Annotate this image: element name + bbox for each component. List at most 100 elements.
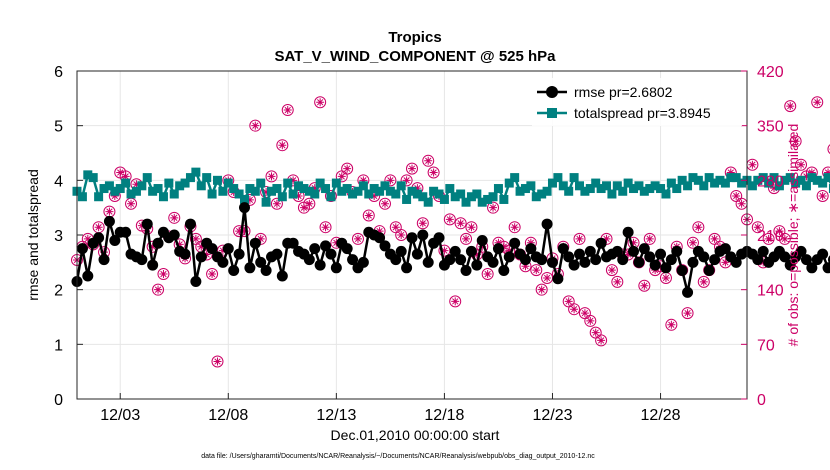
totalspread-point [693, 175, 703, 185]
totalspread-point [99, 184, 109, 194]
obs-assimilated-marker [305, 199, 314, 208]
obs-assimilated-marker [748, 160, 757, 169]
obs-possible-marker [341, 162, 354, 175]
totalspread-point [245, 184, 255, 194]
totalspread-point [607, 189, 617, 199]
obs-possible-marker [487, 201, 500, 214]
rmse-point [671, 245, 683, 257]
totalspread-point [737, 178, 747, 188]
obs-assimilated-marker [532, 266, 541, 275]
rmse-point [120, 226, 132, 238]
rmse-point [595, 237, 607, 249]
obs-assimilated-marker [786, 102, 795, 111]
obs-assimilated-marker [289, 176, 298, 185]
totalspread-point [212, 175, 222, 185]
obs-possible-marker [795, 158, 808, 171]
rmse-point [357, 256, 369, 268]
rmse-point [628, 245, 640, 257]
totalspread-point [326, 192, 336, 202]
rmse-point [217, 256, 229, 268]
obs-assimilated-marker [710, 234, 719, 243]
totalspread-point [256, 178, 266, 188]
obs-assimilated-marker [688, 238, 697, 247]
obs-assimilated-marker [316, 98, 325, 107]
obs-assimilated-marker [375, 227, 384, 236]
totalspread-point [331, 178, 341, 188]
totalspread-point [602, 181, 612, 191]
obs-point [605, 264, 618, 277]
obs-possible-marker [449, 295, 462, 308]
rmse-point [82, 270, 94, 282]
rmse-point [330, 262, 342, 274]
totalspread-point [358, 181, 368, 191]
totalspread-point [267, 186, 277, 196]
obs-point [686, 236, 699, 249]
totalspread-point [688, 173, 698, 183]
totalspread-point [612, 181, 622, 191]
rmse-point [611, 245, 623, 257]
rmse-point [498, 265, 510, 277]
obs-assimilated-marker [640, 281, 649, 290]
obs-possible-marker [686, 236, 699, 249]
obs-assimilated-marker [380, 199, 389, 208]
obs-assimilated-marker [802, 172, 811, 181]
obs-point [341, 162, 354, 175]
totalspread-point [77, 192, 87, 202]
rmse-point [190, 275, 202, 287]
rmse-point [325, 248, 337, 260]
obs-possible-marker [384, 174, 397, 187]
legend: rmse pr=2.6802 totalspread pr=3.8945 [532, 78, 742, 126]
totalspread-point [423, 197, 433, 207]
obs-assimilated-marker [267, 172, 276, 181]
obs-assimilated-marker [127, 199, 136, 208]
rmse-point [401, 262, 413, 274]
obs-point [795, 158, 808, 171]
obs-point [697, 275, 710, 288]
obs-point [530, 264, 543, 277]
rmse-point [655, 248, 667, 260]
obs-assimilated-marker [159, 270, 168, 279]
obs-assimilated-marker [175, 240, 184, 249]
rmse-point [422, 256, 434, 268]
totalspread-point [218, 186, 228, 196]
totalspread-point [764, 178, 774, 188]
obs-assimilated-marker [645, 234, 654, 243]
totalspread-point [677, 175, 687, 185]
obs-assimilated-marker [445, 215, 454, 224]
obs-assimilated-marker [462, 234, 471, 243]
obs-assimilated-marker [607, 266, 616, 275]
rmse-point [584, 245, 596, 257]
totalspread-point [412, 189, 422, 199]
totalspread-point [234, 189, 244, 199]
obs-assimilated-marker [94, 223, 103, 232]
obs-assimilated-marker [667, 320, 676, 329]
y-tick-label-right: 0 [757, 392, 766, 409]
totalspread-point [656, 184, 666, 194]
rmse-point [244, 262, 256, 274]
obs-assimilated-marker [537, 285, 546, 294]
obs-assimilated-marker [343, 164, 352, 173]
rmse-point [314, 259, 326, 271]
totalspread-point [380, 181, 390, 191]
obs-assimilated-marker [721, 258, 730, 267]
rmse-point [817, 248, 829, 260]
obs-point [168, 211, 181, 224]
obs-point [778, 232, 791, 245]
obs-point [270, 197, 283, 210]
obs-possible-marker [406, 162, 418, 175]
rmse-point [617, 254, 629, 266]
totalspread-point [83, 170, 93, 180]
obs-assimilated-marker [240, 227, 249, 236]
rmse-point [638, 243, 650, 255]
obs-possible-marker [535, 283, 548, 296]
totalspread-point [580, 186, 590, 196]
rmse-point [795, 245, 807, 257]
obs-assimilated-marker [402, 176, 411, 185]
obs-assimilated-marker [483, 270, 492, 279]
obs-assimilated-marker [570, 305, 579, 314]
obs-assimilated-marker [278, 141, 287, 150]
totalspread-point [337, 186, 347, 196]
rmse-point [476, 234, 488, 246]
obs-possible-marker [238, 225, 251, 238]
totalspread-point [634, 181, 644, 191]
